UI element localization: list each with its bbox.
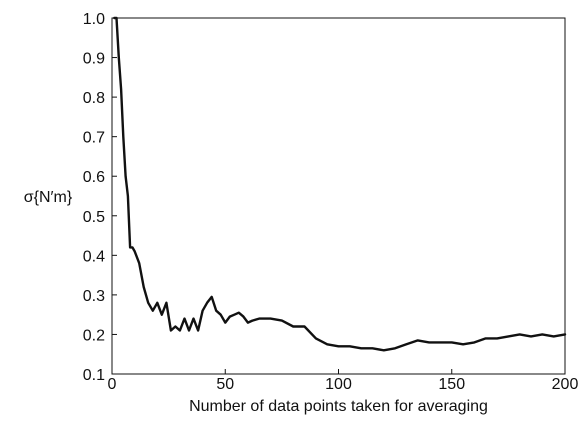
- x-axis: 0 50 100 150 200: [108, 369, 579, 393]
- y-tick-label: 0.8: [83, 90, 105, 107]
- x-tick-label: 150: [438, 376, 465, 393]
- y-tick-label: 0.7: [83, 130, 105, 147]
- x-tick-label: 50: [216, 376, 234, 393]
- plot-frame: [111, 17, 566, 375]
- y-tick-label: 0.4: [83, 248, 105, 265]
- y-tick-label: 0.1: [83, 367, 105, 384]
- series-line: [113, 16, 567, 352]
- x-tick-label: 0: [108, 376, 117, 393]
- y-tick-label: 0.6: [83, 169, 105, 186]
- y-tick-label: 0.3: [83, 288, 105, 305]
- y-axis: 0.1 0.2 0.3 0.4 0.5 0.6 0.7 0.8 0.9 1.0: [83, 11, 117, 384]
- x-tick-label: 100: [325, 376, 352, 393]
- x-axis-label: Number of data points taken for averagin…: [189, 398, 488, 415]
- y-tick-label: 0.9: [83, 51, 105, 68]
- y-tick-label: 0.5: [83, 209, 105, 226]
- y-tick-label: 1.0: [83, 11, 105, 28]
- y-axis-label: σ{N′m}: [24, 189, 73, 206]
- y-tick-label: 0.2: [83, 327, 105, 344]
- y-axis-label-group: σ{N′m}: [24, 189, 73, 206]
- x-tick-label: 200: [552, 376, 579, 393]
